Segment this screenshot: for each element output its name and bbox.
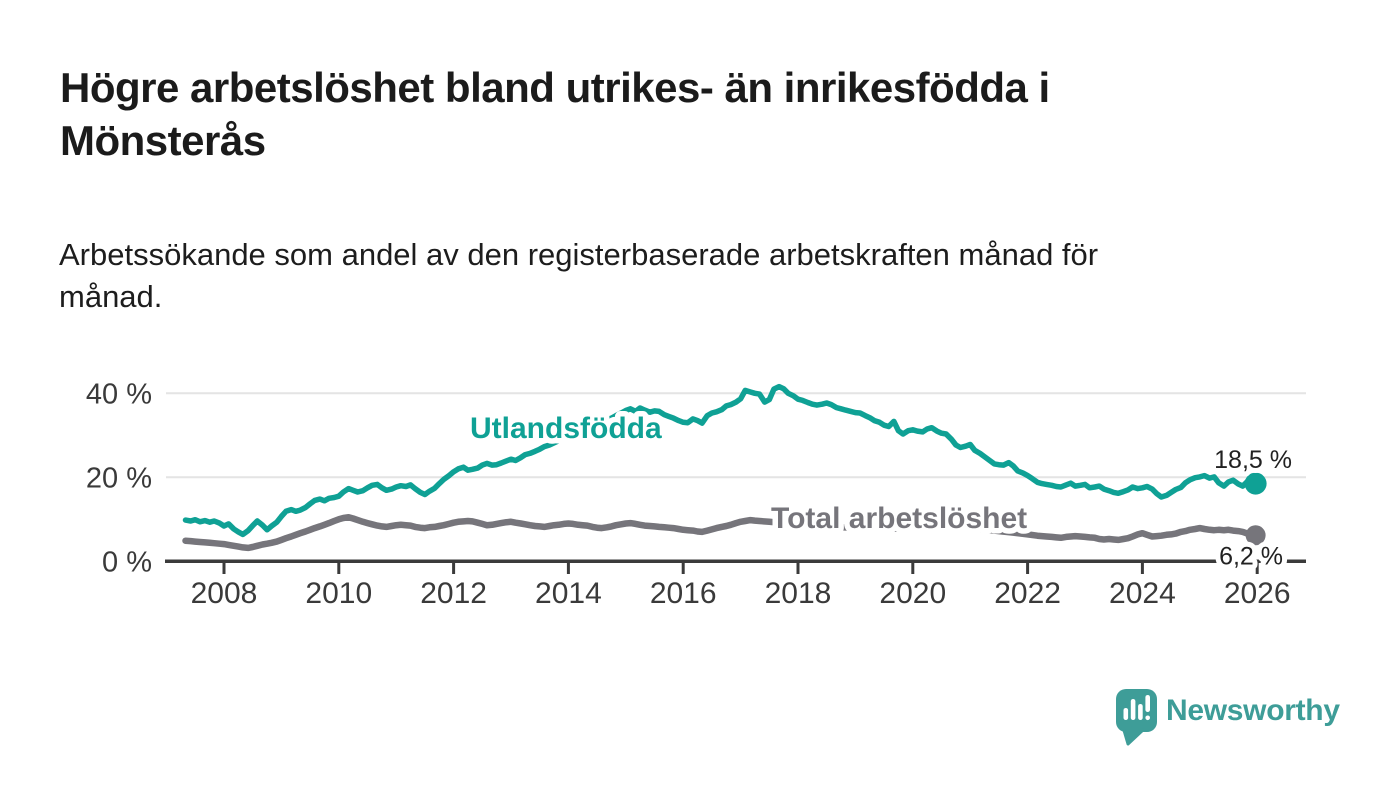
series-line-utlandsfodda	[182, 383, 1256, 538]
end-value-label-utlandsfodda: 18,5 %	[1214, 446, 1292, 474]
gridlines	[166, 392, 1306, 479]
series-label-utlandsfodda: Utlandsfödda	[470, 412, 662, 445]
x-axis-labels: 2008 2010 2012 2014 2016 2018 2020 2022 2024 2026	[191, 577, 1291, 610]
y-axis-labels: 0 % 20 % 40 %	[86, 378, 152, 578]
series-lines	[182, 383, 1256, 552]
x-axis-ticks	[222, 562, 1259, 574]
end-value-label-total: 6,2 %	[1219, 543, 1283, 571]
end-dot-total-arbetsloshet	[1245, 525, 1266, 546]
x-tick-label-2016: 2016	[650, 577, 717, 610]
end-dot-utlandsfodda	[1244, 472, 1267, 495]
page-title: Högre arbetslöshet bland utrikes- än inr…	[60, 64, 1050, 164]
brand-name: Newsworthy	[1166, 694, 1340, 727]
x-tick-label-2014: 2014	[535, 577, 602, 610]
series-label-total-arbetsloshet: Total arbetslöshet	[771, 502, 1027, 535]
x-tick-label-2018: 2018	[765, 577, 832, 610]
series-end-dots	[1244, 472, 1267, 546]
x-tick-label-2020: 2020	[879, 577, 946, 610]
x-tick-label-2010: 2010	[305, 577, 372, 610]
x-tick-label-2024: 2024	[1109, 577, 1176, 610]
x-tick-label-2026: 2026	[1224, 577, 1291, 610]
y-tick-label-40: 40 %	[86, 378, 152, 410]
y-tick-label-0: 0 %	[102, 546, 152, 578]
x-tick-label-2022: 2022	[994, 577, 1061, 610]
series-line-total-arbetsloshet	[182, 513, 1256, 552]
x-tick-label-2012: 2012	[420, 577, 487, 610]
page-subtitle: Arbetssökande som andel av den registerb…	[59, 237, 1099, 314]
y-tick-label-20: 20 %	[86, 462, 152, 494]
x-tick-label-2008: 2008	[191, 577, 258, 610]
